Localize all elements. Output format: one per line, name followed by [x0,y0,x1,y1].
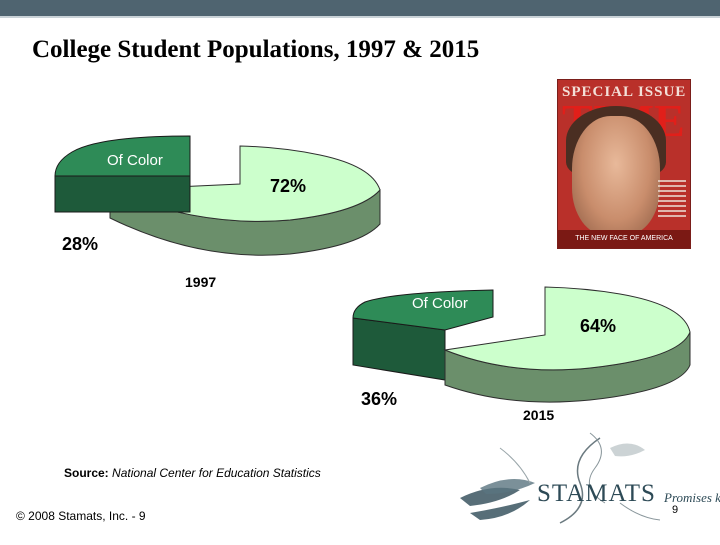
page-title: College Student Populations, 1997 & 2015 [32,36,480,63]
cover-face [572,116,660,236]
source-text: National Center for Education Statistics [112,466,321,480]
logo-flourish-icon [460,432,661,524]
pie-2015-slice-of-color [352,289,494,331]
pie-1997-slice-of-color-side [54,175,191,213]
stamats-logo: STAMATS Promises kept. 9 [440,428,720,540]
pie-1997-of-color-label: Of Color [107,152,163,169]
pie-1997-majority-value: 72% [270,176,306,196]
pie-1997-year-label: 1997 [185,274,216,290]
time-magazine-cover-image: SPECIAL ISSUE TIME THE NEW FACE OF AMERI… [557,79,691,249]
pie-2015-majority-value: 64% [580,316,616,336]
page-number: 9 [672,504,679,516]
logo-wordmark: STAMATS [537,480,656,507]
pie-chart-1997: Of Color 72% 28% 1997 [54,135,381,290]
pie-1997-of-color-value: 28% [62,234,98,254]
pie-chart-2015: Of Color 64% 36% 2015 [352,286,691,423]
logo-tagline: Promises kept. [664,490,720,505]
pie-2015-year-label: 2015 [523,407,554,423]
pie-2015-of-color-value: 36% [361,389,397,409]
cover-side-text [658,180,686,220]
pie-2015-slice-majority [443,286,691,371]
top-rule [0,16,720,18]
cover-headline: THE NEW FACE OF AMERICA [558,230,690,248]
source-note: Source: National Center for Education St… [64,466,321,480]
source-label: Source: [64,466,109,480]
footer-copyright: © 2008 Stamats, Inc. - 9 [16,509,146,523]
pie-2015-of-color-label: Of Color [412,295,468,312]
pie-1997-slice-of-color [54,135,191,177]
cover-banner: SPECIAL ISSUE [562,84,687,100]
top-bar [0,0,720,16]
